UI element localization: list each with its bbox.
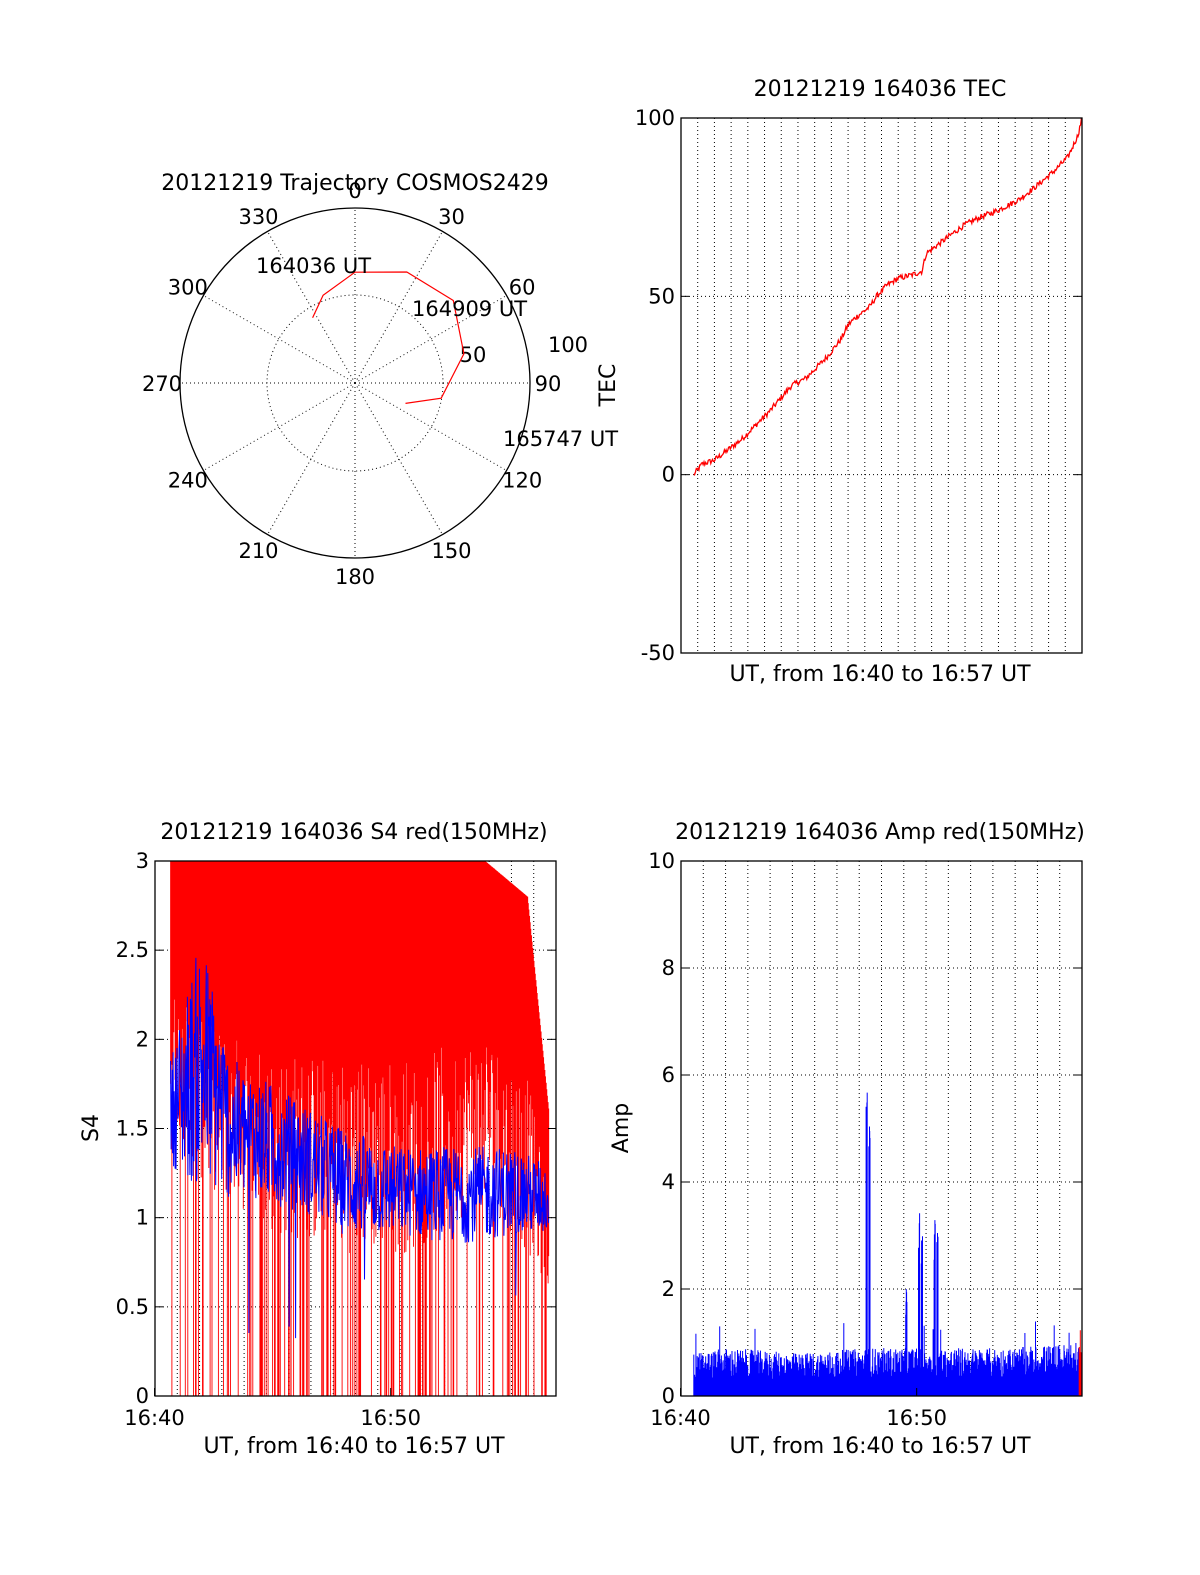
s4-ylabel: S4 bbox=[79, 1114, 104, 1142]
azimuth-label: 0 bbox=[348, 179, 361, 203]
y-tick-label: 4 bbox=[662, 1170, 675, 1194]
y-tick-label: 1 bbox=[136, 1206, 149, 1230]
y-tick-label: 2 bbox=[136, 1027, 149, 1051]
azimuth-label: 330 bbox=[238, 205, 278, 229]
azimuth-labels: 0 30 60 90 120 150 180 210 240 270 300 330 bbox=[142, 179, 561, 589]
azimuth-label: 300 bbox=[168, 276, 208, 300]
s4-xlabel: UT, from 16:40 to 16:57 UT bbox=[203, 1434, 505, 1459]
y-tick-label: 6 bbox=[662, 1063, 675, 1087]
s4-blue-series bbox=[170, 957, 549, 1339]
y-tick-label: 8 bbox=[662, 956, 675, 980]
azimuth-label: 60 bbox=[509, 276, 536, 300]
polar-spoke bbox=[203, 382, 356, 471]
azimuth-label: 270 bbox=[142, 372, 182, 396]
y-tick-label: 0 bbox=[662, 1384, 675, 1408]
azimuth-label: 150 bbox=[431, 539, 471, 563]
polar-spoke bbox=[354, 382, 443, 535]
amp-panel: 20121219 164036 Amp red(150MHz) 10864201… bbox=[609, 820, 1085, 1459]
tec-grid bbox=[681, 118, 1082, 653]
tec-series-line bbox=[693, 118, 1083, 476]
x-tick-label: 16:50 bbox=[886, 1406, 947, 1430]
amp-ylabel: Amp bbox=[609, 1103, 634, 1153]
trajectory-panel: 20121219 Trajectory COSMOS2429 0 30 60 90 12… bbox=[142, 171, 618, 589]
y-tick-label: 10 bbox=[648, 849, 675, 873]
s4-red-series bbox=[170, 861, 550, 1396]
polar-outer-ring bbox=[179, 207, 531, 559]
trajectory-title: 20121219 Trajectory COSMOS2429 bbox=[161, 171, 548, 196]
tec-y-ticks: 100 50 0 -50 bbox=[635, 106, 1082, 665]
y-tick-label: 3 bbox=[136, 849, 149, 873]
amp-ticks: 10 8 6 4 2 016:40 16:50 bbox=[648, 849, 1082, 1430]
azimuth-label: 120 bbox=[502, 469, 542, 493]
x-tick-label: 16:40 bbox=[650, 1406, 711, 1430]
y-tick-label: 0 bbox=[662, 463, 675, 487]
y-tick-label: 50 bbox=[648, 284, 675, 308]
s4-blue-line bbox=[170, 957, 549, 1339]
polar-spoke bbox=[354, 382, 507, 471]
amp-blue-bars bbox=[693, 1092, 1083, 1396]
annotation-end: 165747 UT bbox=[503, 427, 618, 451]
s4-ticks: 3 2.5 2 1.5 1 0.5 016:40 16:50 bbox=[116, 849, 556, 1430]
azimuth-label: 30 bbox=[438, 205, 465, 229]
amp-title: 20121219 164036 Amp red(150MHz) bbox=[675, 820, 1085, 845]
amp-red-bars bbox=[1078, 1330, 1082, 1396]
s4-panel: 20121219 164036 S4 red(150MHz) 3 2.5 2 1.5 1… bbox=[79, 820, 557, 1459]
azimuth-label: 90 bbox=[535, 372, 562, 396]
annotation-start: 164036 UT bbox=[256, 254, 371, 278]
elev-label-100: 100 bbox=[548, 333, 588, 357]
annotation-mid: 164909 UT bbox=[412, 297, 527, 321]
polar-spoke bbox=[203, 295, 356, 384]
y-tick-label: 2.5 bbox=[116, 938, 149, 962]
amp-plot-frame bbox=[680, 860, 1083, 1397]
y-tick-label: 2 bbox=[662, 1277, 675, 1301]
trajectory-track bbox=[312, 271, 465, 404]
azimuth-label: 240 bbox=[168, 469, 208, 493]
amp-xlabel: UT, from 16:40 to 16:57 UT bbox=[729, 1434, 1031, 1459]
amp-red-series bbox=[1078, 1330, 1082, 1396]
azimuth-label: 210 bbox=[238, 539, 278, 563]
s4-red-line bbox=[170, 861, 550, 1396]
azimuth-label: 180 bbox=[335, 565, 375, 589]
y-tick-label: 100 bbox=[635, 106, 675, 130]
tec-ylabel: TEC bbox=[596, 364, 621, 408]
elev-label-50: 50 bbox=[460, 343, 487, 367]
y-tick-label: -50 bbox=[641, 641, 675, 665]
y-tick-label: 1.5 bbox=[116, 1117, 149, 1141]
tec-title: 20121219 164036 TEC bbox=[754, 77, 1007, 102]
amp-grid bbox=[681, 861, 1082, 1396]
y-tick-label: 0 bbox=[136, 1384, 149, 1408]
tec-panel: 20121219 164036 TEC 100 50 0 -50 TEC UT, fr… bbox=[596, 77, 1083, 687]
tec-plot-frame bbox=[680, 117, 1083, 654]
s4-title: 20121219 164036 S4 red(150MHz) bbox=[160, 820, 547, 845]
x-tick-label: 16:50 bbox=[360, 1406, 421, 1430]
tec-xlabel: UT, from 16:40 to 16:57 UT bbox=[729, 662, 1031, 687]
y-tick-label: 0.5 bbox=[116, 1295, 149, 1319]
x-tick-label: 16:40 bbox=[124, 1406, 185, 1430]
amp-blue-series bbox=[693, 1092, 1083, 1396]
